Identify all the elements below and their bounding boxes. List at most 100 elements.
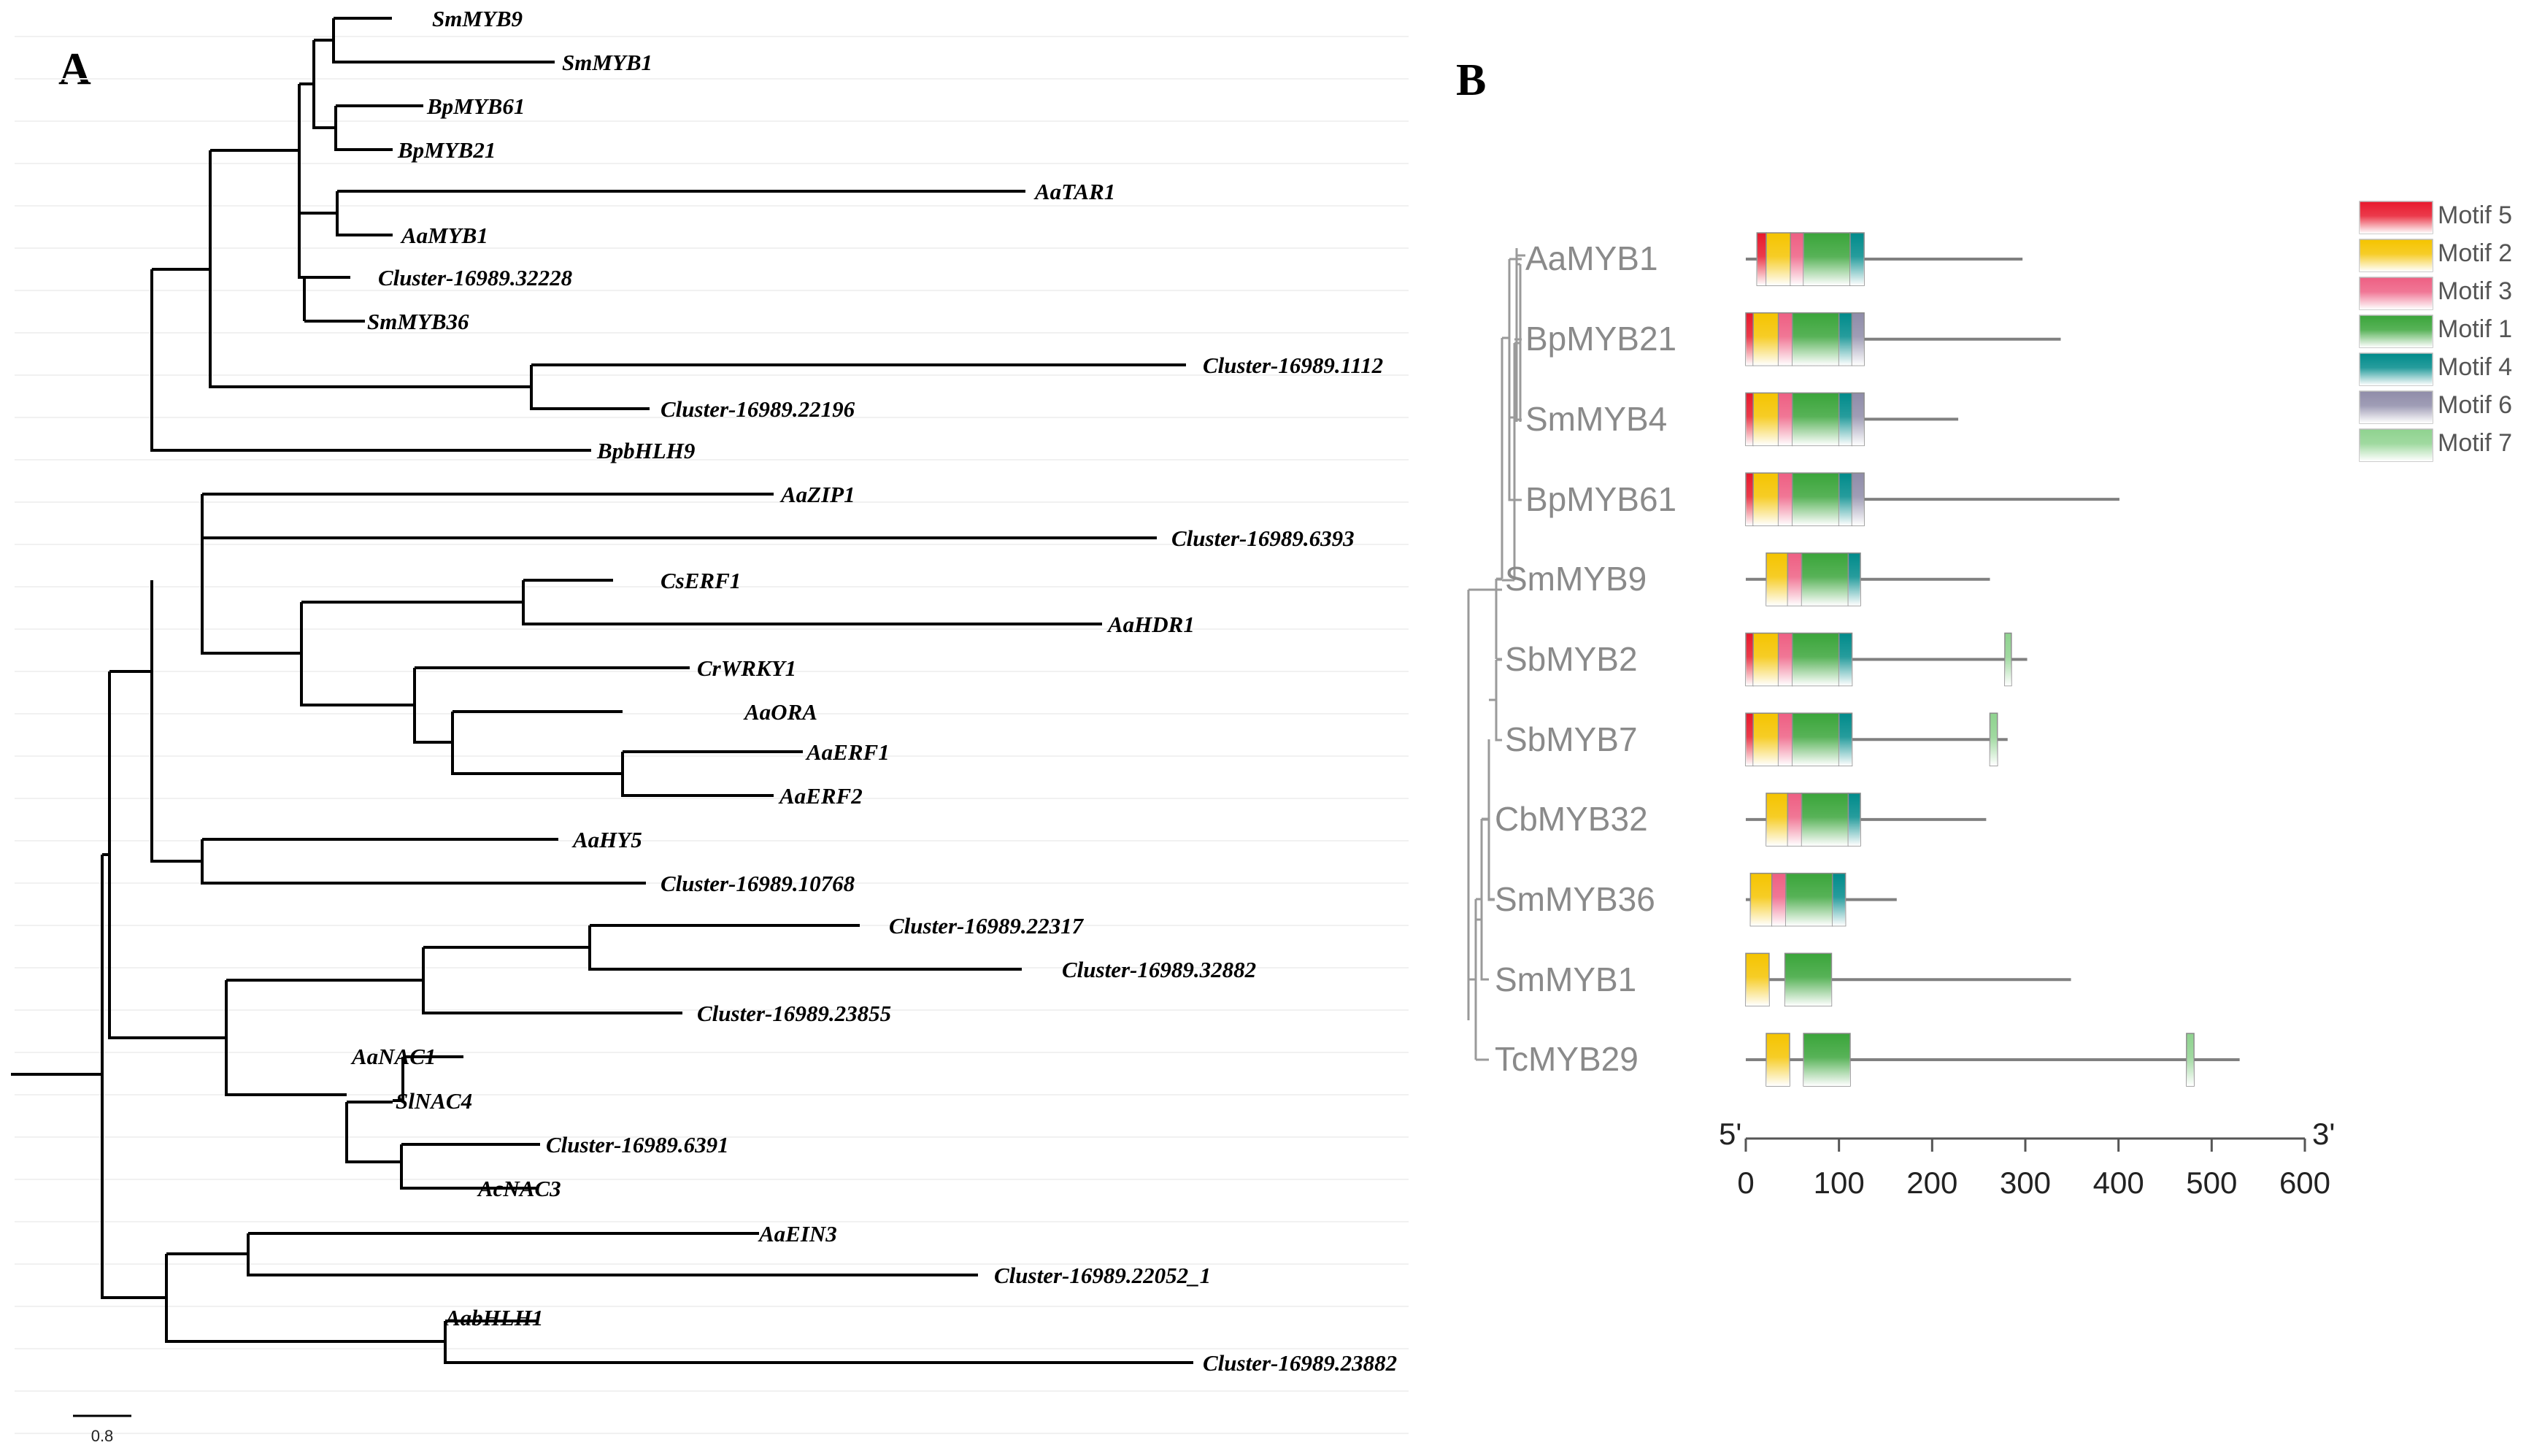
leaf-label: AaTAR1: [1033, 179, 1115, 204]
motif-box-fade: [1852, 473, 1865, 526]
protein-label: SbMYB7: [1505, 720, 1638, 758]
motif-box-fade: [1990, 713, 1998, 766]
leaf-label: SmMYB1: [562, 50, 652, 75]
motif-box-fade: [1753, 312, 1779, 366]
protein-row: SmMYB36: [1480, 860, 1897, 981]
motif-box-fade: [1778, 473, 1793, 526]
tree-b-tip: [1482, 818, 1495, 901]
leaf-label: AaHY5: [571, 827, 642, 852]
protein-row: TcMYB29: [1476, 1033, 2240, 1087]
motif-box-fade: [1750, 873, 1772, 926]
motif-box-fade: [1778, 312, 1793, 366]
protein-label: TcMYB29: [1495, 1040, 1639, 1078]
leaf-label: AaERF1: [805, 739, 890, 765]
motif-box-fade: [1746, 393, 1754, 446]
motif-box-fade: [1803, 1033, 1850, 1086]
protein-motifs: [1765, 1033, 2195, 1087]
legend-item: Motif 5: [2359, 201, 2512, 234]
legend-swatch-fade: [2360, 391, 2433, 423]
legend-item: Motif 4: [2359, 353, 2512, 386]
panel-a: A: [11, 6, 1409, 1445]
leaf-label: Cluster-16989.32882: [1062, 957, 1256, 982]
protein-row: BpMYB21: [1514, 312, 2061, 366]
protein-motifs: [1745, 472, 1865, 526]
panel-a-letter: A: [58, 45, 91, 94]
leaf-label: AaZIP1: [779, 482, 855, 507]
protein-motifs: [1749, 872, 1847, 927]
length-axis: 5' 3' 0 100 200 300 400 500 600: [1719, 1117, 2335, 1200]
axis-ticks: 0 100 200 300 400 500 600: [1737, 1139, 2330, 1200]
leaf-label: Cluster-16989.10768: [661, 871, 855, 896]
legend-label: Motif 1: [2438, 315, 2512, 343]
protein-label: SmMYB9: [1505, 560, 1647, 598]
protein-motifs: [1745, 952, 1833, 1007]
legend-item: Motif 3: [2359, 277, 2512, 310]
leaf-label: SlNAC4: [396, 1088, 472, 1114]
motif-box-fade: [1753, 633, 1779, 686]
leaf-label: SmMYB36: [367, 309, 469, 334]
protein-label: SbMYB2: [1505, 640, 1638, 678]
protein-row: BpMYB61: [1508, 417, 2119, 526]
axis-tick-label: 500: [2186, 1166, 2237, 1200]
motif-box-fade: [1771, 873, 1786, 926]
protein-motifs: [1756, 232, 1865, 286]
panel-a-guides: [15, 36, 1409, 1434]
motif-box-fade: [1852, 312, 1865, 366]
legend-swatch-fade: [2360, 239, 2433, 271]
motif-box-fade: [1792, 713, 1839, 766]
motif-box-fade: [1785, 873, 1833, 926]
protein-motifs: [1745, 392, 1865, 447]
legend-item: Motif 6: [2359, 390, 2512, 424]
legend-swatch-fade: [2360, 429, 2433, 461]
leaf-label: Cluster-16989.22052_1: [994, 1263, 1211, 1288]
leaf-label: AaORA: [743, 699, 817, 725]
motif-box-fade: [1848, 552, 1861, 606]
leaf-label: AabHLH1: [444, 1305, 543, 1330]
legend-label: Motif 5: [2438, 201, 2512, 229]
motif-box-fade: [1838, 312, 1852, 366]
motif-box-fade: [1746, 312, 1754, 366]
motif-box-fade: [1792, 312, 1839, 366]
legend-swatch-fade: [2360, 353, 2433, 385]
legend-label: Motif 3: [2438, 277, 2512, 305]
axis-tick: 400: [2093, 1139, 2144, 1200]
axis-tick: 300: [2000, 1139, 2051, 1200]
leaf-label: AaEIN3: [758, 1221, 837, 1247]
motif-box-fade: [1849, 233, 1865, 285]
leaf-label: Cluster-16989.22317: [889, 913, 1085, 939]
axis-tick-label: 300: [2000, 1166, 2051, 1200]
axis-tick-label: 0: [1737, 1166, 1754, 1200]
motif-box-fade: [1838, 473, 1852, 526]
protein-motifs: [1765, 793, 1861, 847]
leaf-label: BpMYB21: [397, 137, 496, 163]
motif-box-fade: [1778, 393, 1793, 446]
motif-box-fade: [1801, 552, 1849, 606]
motif-box-fade: [1766, 793, 1788, 846]
motif-box-fade: [1753, 473, 1779, 526]
protein-label: SmMYB1: [1495, 960, 1636, 998]
motif-box-fade: [1746, 713, 1754, 766]
axis-tick: 600: [2279, 1139, 2330, 1200]
leaf-label: Cluster-16989.23882: [1203, 1350, 1397, 1376]
protein-row: SbMYB2: [1495, 632, 2028, 742]
motif-box-fade: [1848, 793, 1861, 846]
axis-tick: 500: [2186, 1139, 2237, 1200]
protein-label: AaMYB1: [1525, 239, 1658, 277]
motif-box-fade: [1746, 633, 1754, 686]
protein-motifs: [1745, 712, 1998, 766]
leaf-label: AaNAC1: [350, 1044, 436, 1069]
motif-box-fade: [1838, 393, 1852, 446]
axis-label-3prime: 3': [2312, 1117, 2335, 1151]
panel-b-letter: B: [1456, 55, 1486, 105]
scale-bar-label: 0.8: [91, 1427, 114, 1445]
axis-tick: 200: [1906, 1139, 1957, 1200]
axis-tick-label: 400: [2093, 1166, 2144, 1200]
panel-b: B: [1456, 55, 2512, 1200]
leaf-label: AaHDR1: [1106, 612, 1195, 637]
motif-box-fade: [1790, 233, 1804, 285]
legend-label: Motif 7: [2438, 429, 2512, 457]
axis-tick-label: 600: [2279, 1166, 2330, 1200]
motif-box-fade: [1766, 552, 1788, 606]
motif-box-fade: [2186, 1033, 2195, 1086]
protein-row: SbMYB7: [1489, 698, 2008, 766]
